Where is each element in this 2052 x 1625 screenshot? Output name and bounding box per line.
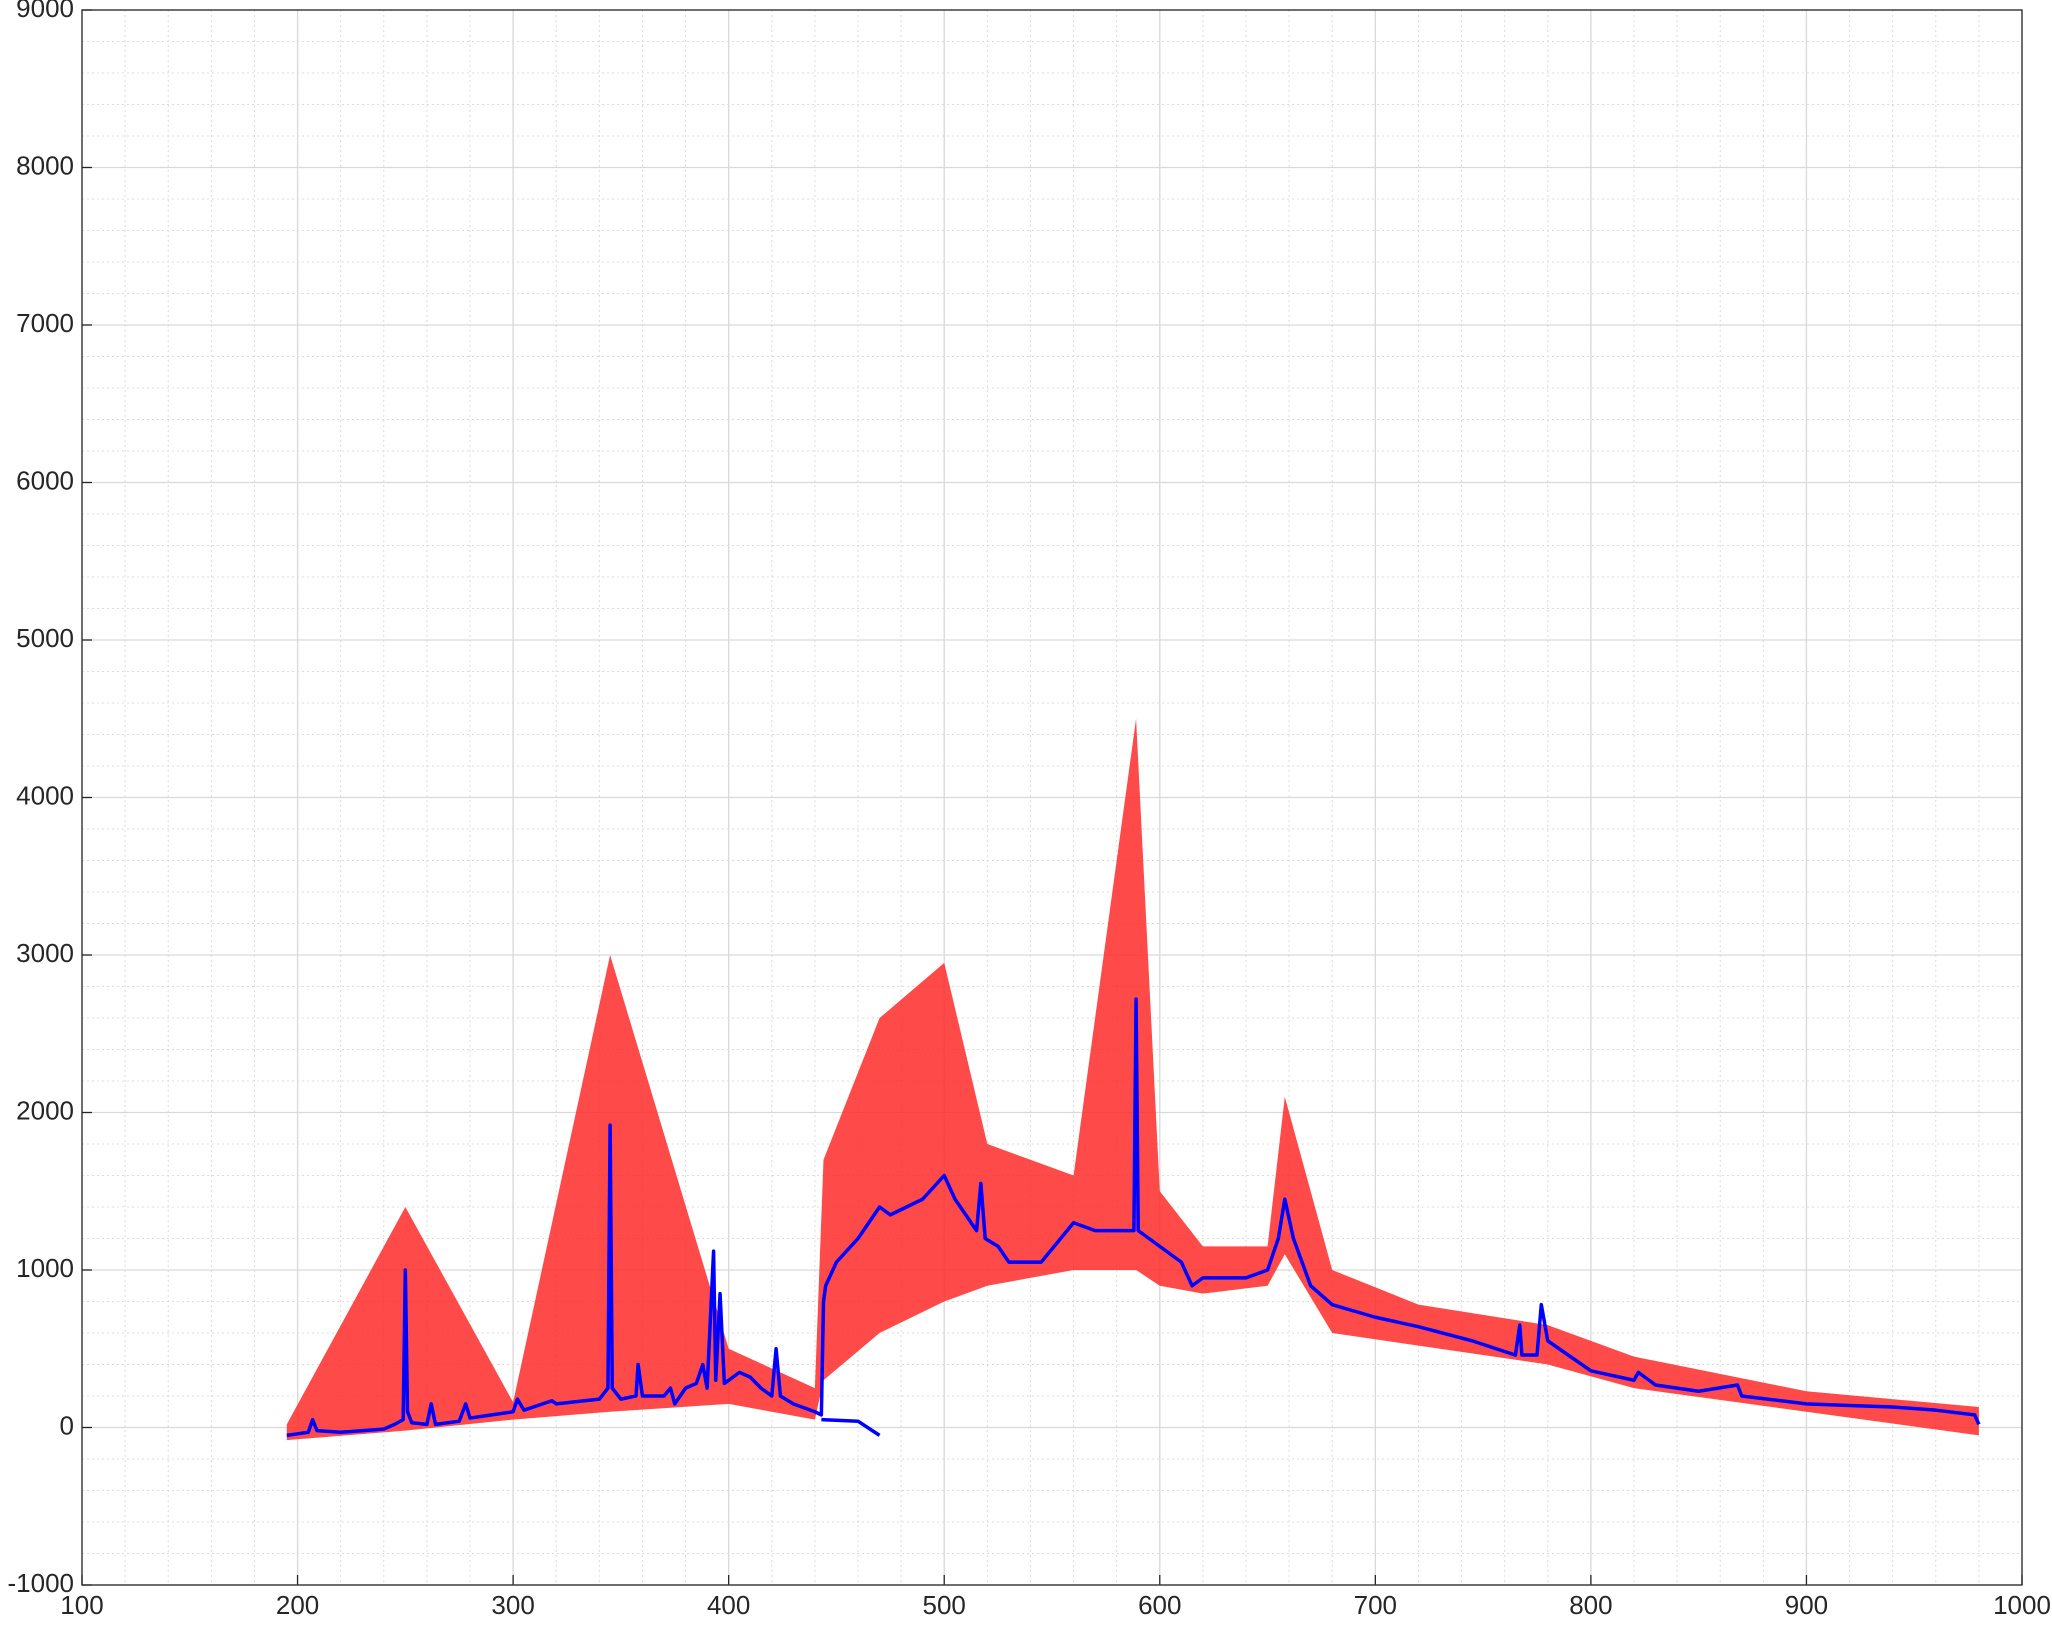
y-tick-label: 8000 bbox=[16, 150, 74, 180]
x-tick-label: 600 bbox=[1138, 1590, 1181, 1620]
x-tick-label: 400 bbox=[707, 1590, 750, 1620]
y-tick-label: 9000 bbox=[16, 0, 74, 23]
x-tick-label: 800 bbox=[1569, 1590, 1612, 1620]
mean-line bbox=[286, 997, 1981, 1438]
x-tick-label: 200 bbox=[276, 1590, 319, 1620]
y-tick-label: 0 bbox=[60, 1410, 74, 1440]
spectra-band bbox=[286, 718, 1979, 1441]
x-tick-label: 700 bbox=[1354, 1590, 1397, 1620]
x-tick-label: 100 bbox=[60, 1590, 103, 1620]
y-tick-label: -1000 bbox=[8, 1568, 75, 1598]
plot-frame bbox=[81, 9, 2023, 1586]
x-tick-label: 900 bbox=[1785, 1590, 1828, 1620]
y-tick-label: 4000 bbox=[16, 780, 74, 810]
y-tick-label: 2000 bbox=[16, 1095, 74, 1125]
y-tick-label: 7000 bbox=[16, 308, 74, 338]
x-tick-label: 1000 bbox=[1993, 1590, 2051, 1620]
mean-line bbox=[821, 1417, 881, 1437]
y-tick-label: 5000 bbox=[16, 623, 74, 653]
x-tick-label: 300 bbox=[491, 1590, 534, 1620]
y-tick-label: 3000 bbox=[16, 938, 74, 968]
x-tick-label: 500 bbox=[923, 1590, 966, 1620]
y-tick-label: 1000 bbox=[16, 1253, 74, 1283]
y-tick-label: 6000 bbox=[16, 465, 74, 495]
